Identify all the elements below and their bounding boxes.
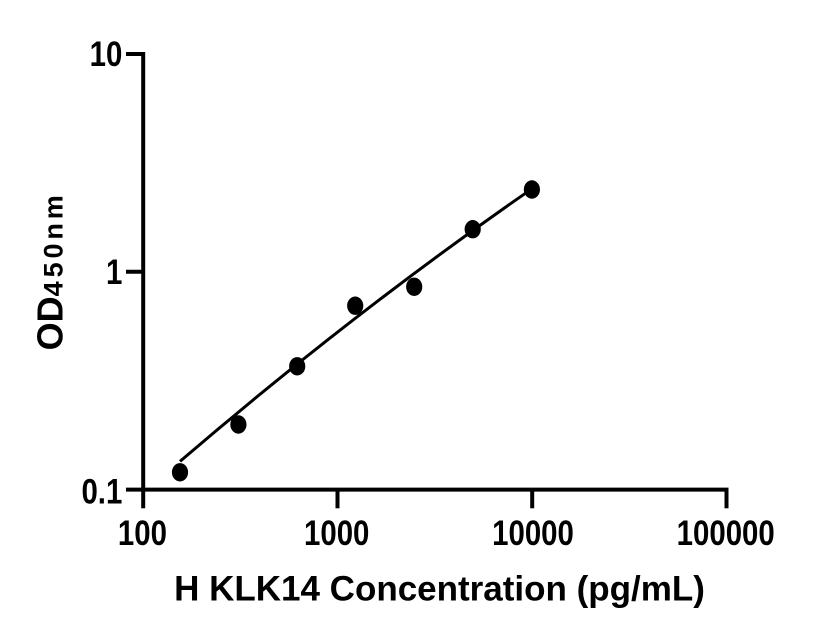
svg-text:H KLK14 Concentration (pg/mL): H KLK14 Concentration (pg/mL) (174, 570, 705, 609)
svg-text:100000: 100000 (677, 514, 775, 553)
svg-text:1: 1 (106, 252, 122, 291)
svg-text:0.1: 0.1 (81, 472, 122, 511)
svg-text:1000: 1000 (304, 514, 369, 553)
svg-text:100: 100 (118, 514, 167, 553)
svg-text:10: 10 (90, 35, 123, 74)
svg-text:10000: 10000 (492, 514, 574, 553)
svg-text:OD450nm: OD450nm (29, 191, 70, 350)
